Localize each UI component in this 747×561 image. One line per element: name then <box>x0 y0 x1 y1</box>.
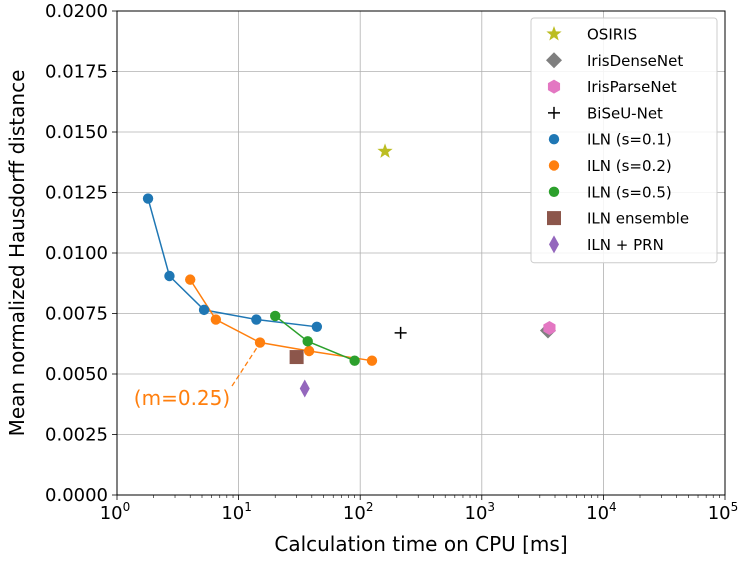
legend-label-irisdensenet: IrisDenseNet <box>587 52 683 70</box>
iln-ensemble-point <box>289 350 304 365</box>
y-tick-label: 0.0175 <box>45 62 108 83</box>
iln-s-0-1-point <box>164 270 175 282</box>
y-axis-label: Mean normalized Hausdorff distance <box>5 70 29 437</box>
y-tick-label: 0.0150 <box>45 122 108 143</box>
irisparsenet-point <box>543 321 556 336</box>
legend-marker-iln-s-0-5 <box>548 186 560 197</box>
axis-ticks: 100 101 102 103 104 105 0.0000 0.0025 0.0050 0.00… <box>45 1 738 524</box>
legend-label-iln-s-0-2: ILN (s=0.2) <box>587 157 672 175</box>
annotation-arrow <box>231 347 258 387</box>
legend-label-biseu-net: BiSeU-Net <box>587 104 663 122</box>
x-tick-label: 102 <box>343 500 374 524</box>
legend: OSIRIS IrisDenseNet IrisParseNet BiSeU-Net I… <box>530 17 718 264</box>
x-tick-label: 100 <box>100 500 131 524</box>
x-axis-label: Calculation time on CPU [ms] <box>274 532 567 556</box>
iln-s-0-1-point <box>142 193 154 204</box>
iln-s-0-2-point <box>254 337 266 348</box>
iln-s-0-2-point <box>210 314 222 325</box>
legend-label-irisparsenet: IrisParseNet <box>587 78 677 96</box>
legend-marker-irisparsenet <box>547 79 561 94</box>
legend-label-iln-s-0-5: ILN (s=0.5) <box>587 183 672 201</box>
iln-s-0-5-point <box>302 336 313 347</box>
iln-s-0-1-point <box>311 321 323 333</box>
y-tick-label: 0.0100 <box>45 243 108 264</box>
iln-s-0-1-line <box>147 198 317 328</box>
y-tick-label: 0.0025 <box>45 425 108 446</box>
iln-prn-point <box>299 379 310 398</box>
legend-marker-irisdensenet <box>546 52 562 69</box>
legend-marker-biseu-net <box>548 106 560 119</box>
series-lines <box>147 198 373 362</box>
legend-marker-iln-s-0-1 <box>548 134 560 145</box>
iln-s-0-5-point <box>270 310 281 322</box>
iln-s-0-2-point <box>366 355 378 366</box>
y-tick-label: 0.0000 <box>45 485 108 506</box>
x-tick-label: 101 <box>221 500 252 524</box>
legend-marker-osiris <box>546 26 562 41</box>
iln-s-0-1-point <box>251 314 262 325</box>
biseu-net-point <box>394 326 407 339</box>
y-tick-label: 0.0050 <box>45 364 108 385</box>
x-tick-label: 105 <box>708 500 739 524</box>
x-tick-label: 104 <box>586 500 617 524</box>
osiris-point <box>377 143 393 158</box>
series-markers <box>142 143 556 398</box>
annotation-label: (m=0.25) <box>134 386 230 410</box>
iln-s-0-1-point <box>198 304 210 316</box>
iln-s-0-2-point <box>303 345 315 357</box>
legend-label-iln-ensemble: ILN ensemble <box>587 210 689 228</box>
x-tick-label: 103 <box>465 500 496 524</box>
legend-marker-iln-ensemble <box>547 211 561 226</box>
y-tick-label: 0.0200 <box>45 1 108 22</box>
legend-label-iln-prn: ILN + PRN <box>587 236 664 254</box>
legend-box <box>530 17 718 264</box>
legend-label-iln-s-0-1: ILN (s=0.1) <box>587 131 672 149</box>
iln-s-0-5-point <box>349 355 360 366</box>
y-tick-label: 0.0075 <box>45 304 108 325</box>
legend-label-osiris: OSIRIS <box>587 26 637 44</box>
legend-marker-iln-prn <box>549 235 559 254</box>
y-tick-label: 0.0125 <box>45 183 108 204</box>
iln-s-0-2-point <box>185 274 196 285</box>
legend-marker-iln-s-0-2 <box>548 160 560 171</box>
annotation: (m=0.25) <box>134 347 258 410</box>
